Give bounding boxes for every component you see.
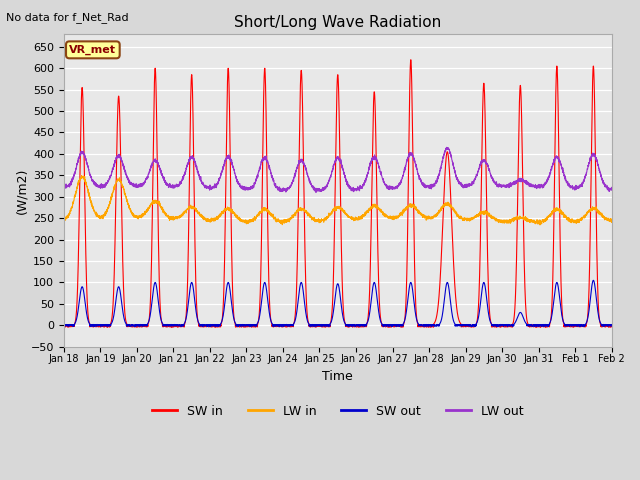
- Text: VR_met: VR_met: [69, 45, 116, 55]
- LW out: [159, 171, 166, 177]
- LW out: [430, 181, 438, 187]
- Line: LW out: LW out: [64, 147, 612, 192]
- SW out: [492, 323, 499, 329]
- SW in: [236, 324, 243, 330]
- Line: LW in: LW in: [64, 176, 612, 225]
- LW out: [492, 180, 500, 186]
- LW out: [607, 188, 615, 193]
- LW in: [607, 216, 615, 222]
- Line: SW out: SW out: [64, 280, 612, 326]
- LW in: [492, 216, 499, 222]
- SW in: [431, 320, 438, 326]
- Legend: SW in, LW in, SW out, LW out: SW in, LW in, SW out, LW out: [147, 400, 529, 423]
- LW out: [60, 185, 68, 191]
- SW out: [608, 322, 616, 328]
- SW out: [607, 323, 615, 328]
- LW in: [60, 216, 68, 222]
- LW out: [608, 184, 616, 190]
- SW in: [317, 324, 325, 329]
- LW out: [461, 185, 468, 191]
- SW in: [407, 57, 415, 62]
- Text: No data for f_Net_Rad: No data for f_Net_Rad: [6, 12, 129, 23]
- LW out: [317, 187, 325, 192]
- SW in: [159, 321, 166, 327]
- LW in: [461, 218, 468, 224]
- LW in: [159, 207, 166, 213]
- SW out: [317, 323, 325, 328]
- SW in: [608, 324, 616, 329]
- SW out: [380, 323, 388, 329]
- SW in: [60, 322, 68, 328]
- SW in: [607, 324, 615, 330]
- SW in: [492, 323, 500, 328]
- Title: Short/Long Wave Radiation: Short/Long Wave Radiation: [234, 15, 442, 30]
- SW out: [159, 320, 166, 326]
- LW out: [443, 144, 451, 150]
- X-axis label: Time: Time: [323, 370, 353, 383]
- LW in: [608, 217, 616, 223]
- LW in: [317, 218, 325, 224]
- SW out: [589, 277, 597, 283]
- LW out: [312, 190, 320, 195]
- SW out: [60, 323, 68, 328]
- SW out: [430, 323, 438, 329]
- LW in: [536, 222, 544, 228]
- LW in: [78, 173, 86, 179]
- Y-axis label: (W/m2): (W/m2): [15, 167, 28, 214]
- SW out: [461, 322, 468, 327]
- LW in: [430, 212, 438, 218]
- Line: SW in: SW in: [64, 60, 612, 327]
- SW in: [461, 322, 468, 328]
